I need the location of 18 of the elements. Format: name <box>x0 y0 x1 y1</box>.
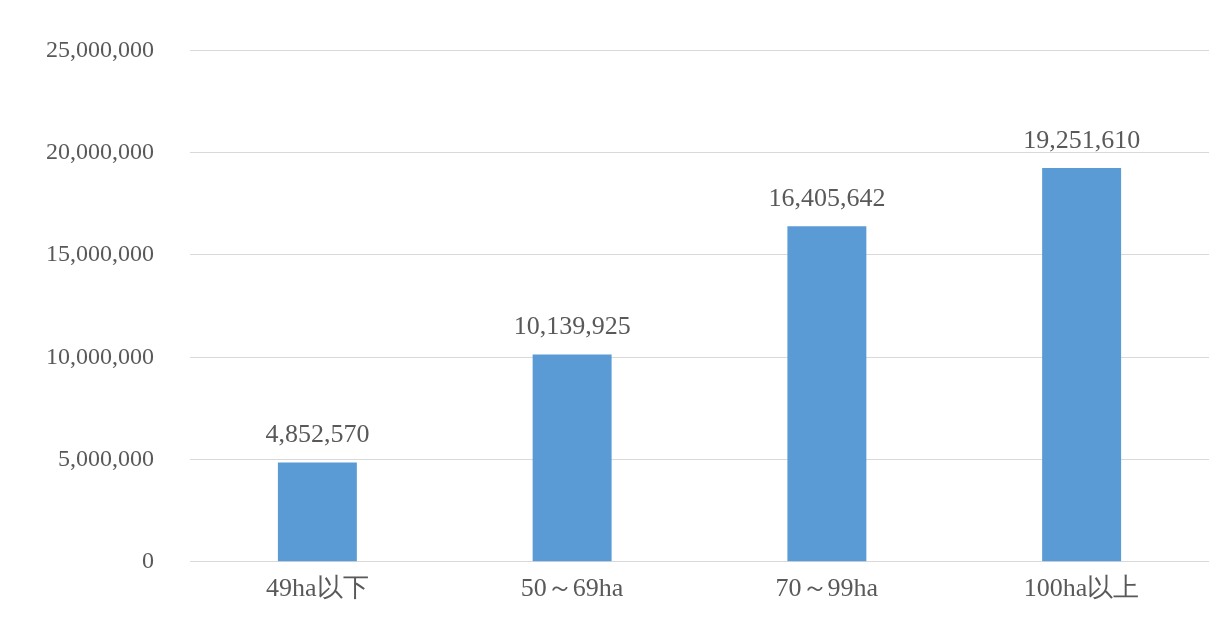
x-tick-label: 50～69ha <box>520 573 624 603</box>
x-tick-label: 70～99ha <box>775 573 879 603</box>
y-tick-label: 5,000,000 <box>58 444 154 471</box>
data-label: 10,139,925 <box>513 311 631 341</box>
bar <box>532 354 612 562</box>
y-tick-label: 15,000,000 <box>46 240 154 267</box>
data-label: 19,251,610 <box>1023 124 1141 154</box>
data-label: 4,852,570 <box>265 419 370 449</box>
x-tick-label: 100ha以上 <box>1023 573 1140 603</box>
bar <box>277 462 357 562</box>
bar <box>1042 167 1122 562</box>
y-tick-label: 20,000,000 <box>46 137 154 164</box>
y-tick-label: 0 <box>142 547 154 574</box>
bar <box>787 226 867 562</box>
data-label: 16,405,642 <box>768 183 886 213</box>
y-tick-label: 10,000,000 <box>46 342 154 369</box>
y-tick-label: 25,000,000 <box>46 35 154 62</box>
x-tick-label: 49ha以下 <box>266 573 369 603</box>
